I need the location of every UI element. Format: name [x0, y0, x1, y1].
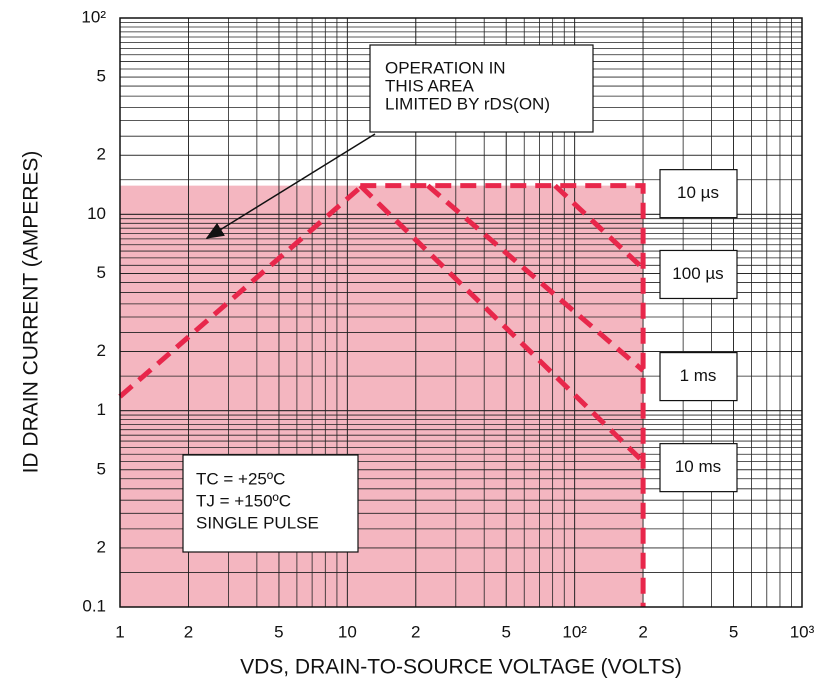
series-label: 10 µs	[677, 183, 719, 202]
annotation: TJ = +150ºC	[196, 491, 291, 510]
x-tick-label: 1	[115, 622, 124, 641]
y-tick-label: 10²	[81, 7, 106, 26]
y-tick-label: 10	[87, 204, 106, 223]
y-tick-label: 2	[97, 341, 106, 360]
annotation: TC = +25ºC	[196, 469, 285, 488]
x-tick-label: 2	[411, 622, 420, 641]
series-label-box	[659, 351, 738, 402]
annotation-box	[369, 44, 594, 133]
x-tick-label: 5	[274, 622, 283, 641]
x-tick-label: 5	[729, 622, 738, 641]
x-tick-label: 5	[501, 622, 510, 641]
y-tick-label: 0.1	[82, 596, 106, 615]
annotation: THIS AREA	[385, 76, 474, 95]
annotation: OPERATION IN	[385, 58, 506, 77]
x-tick-label: 10³	[790, 622, 815, 641]
series-label-box	[659, 169, 738, 219]
series-label: 100 µs	[672, 264, 723, 283]
series-label-box	[659, 249, 738, 300]
y-tick-label: 2	[97, 537, 106, 556]
series-label: 10 ms	[675, 457, 721, 476]
series-line	[553, 183, 645, 271]
series-label-box	[659, 443, 738, 493]
y-tick-label: 1	[97, 400, 106, 419]
x-tick-label: 10	[338, 622, 357, 641]
y-tick-label: 5	[97, 263, 106, 282]
annotation: LIMITED BY rDS(ON)	[385, 94, 550, 113]
series-label: 1 ms	[680, 366, 717, 385]
conditions-box	[182, 454, 359, 553]
annotation: SINGLE PULSE	[196, 513, 319, 532]
x-axis-title: VDS, DRAIN-TO-SOURCE VOLTAGE (VOLTS)	[240, 656, 682, 679]
x-tick-label: 10²	[562, 622, 587, 641]
series-line	[358, 183, 645, 464]
series-line	[360, 183, 646, 607]
series-line	[118, 185, 362, 399]
y-tick-label: 5	[97, 459, 106, 478]
x-tick-label: 2	[184, 622, 193, 641]
y-axis-title: ID DRAIN CURRENT (AMPERES)	[20, 151, 43, 474]
y-tick-label: 5	[97, 67, 106, 86]
series-line	[426, 183, 645, 373]
y-tick-label: 2	[97, 145, 106, 164]
x-tick-label: 2	[638, 622, 647, 641]
plot-frame	[119, 17, 803, 608]
arrow	[205, 133, 376, 239]
